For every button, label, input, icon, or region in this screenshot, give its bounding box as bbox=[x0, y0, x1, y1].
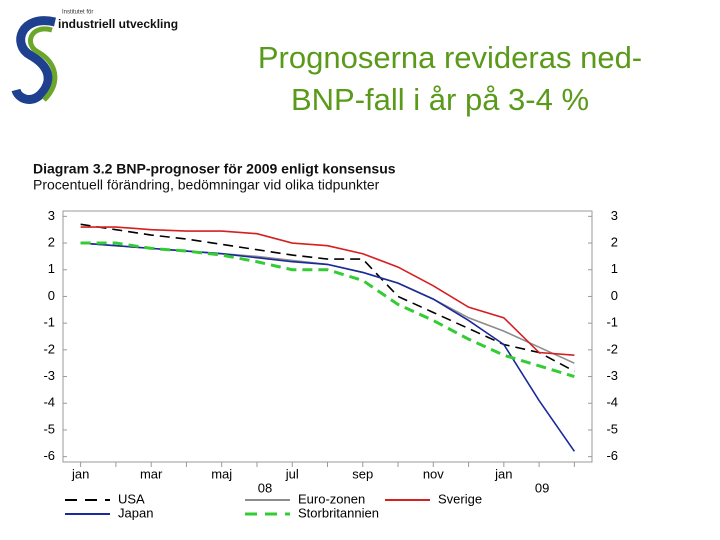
x-tick-label: mar bbox=[140, 466, 163, 481]
slide-title: Prognoserna revideras ned- bbox=[258, 40, 642, 75]
y-tick-label: 2 bbox=[48, 234, 55, 249]
x-tick-label: jan bbox=[71, 466, 89, 481]
series-line bbox=[80, 242, 575, 364]
y-tick-label: 1 bbox=[48, 261, 55, 276]
x-tick-label: nov bbox=[423, 466, 444, 481]
x-tick-label: jan bbox=[494, 466, 512, 481]
logo-text: Institutet för bbox=[62, 10, 93, 16]
y2-tick-label: 1 bbox=[611, 261, 618, 276]
chart-title: Diagram 3.2 BNP-prognoser för 2009 enlig… bbox=[33, 161, 396, 177]
series-line bbox=[80, 223, 575, 372]
plot-frame bbox=[62, 210, 593, 463]
slide-title: BNP-fall i år på 3-4 % bbox=[291, 82, 589, 117]
y2-tick-label: 3 bbox=[611, 208, 618, 223]
y-tick-label: -4 bbox=[43, 395, 55, 410]
y-tick-label: -3 bbox=[43, 368, 55, 383]
y-tick-label: -1 bbox=[43, 315, 55, 330]
logo: Institutet för industriell utveckling bbox=[11, 10, 178, 104]
y2-tick-label: -1 bbox=[606, 315, 618, 330]
logo-text: industriell utveckling bbox=[58, 17, 178, 31]
x-tick-label: sep bbox=[352, 466, 373, 481]
legend-label: Storbritannien bbox=[298, 505, 379, 520]
legend-label: Japan bbox=[118, 505, 153, 520]
y2-tick-label: 0 bbox=[611, 288, 618, 303]
series-line bbox=[80, 242, 576, 452]
year-label: 08 bbox=[258, 480, 272, 495]
y-tick-label: -5 bbox=[43, 421, 55, 436]
y-tick-label: 0 bbox=[48, 288, 55, 303]
series-line bbox=[80, 241, 575, 378]
y2-tick-label: 2 bbox=[611, 234, 618, 249]
legend-label: Sverige bbox=[438, 491, 482, 506]
chart-subtitle: Procentuell förändring, bedömningar vid … bbox=[33, 177, 380, 193]
y-tick-label: -2 bbox=[43, 341, 55, 356]
y2-tick-label: -5 bbox=[606, 421, 618, 436]
y-tick-label: 3 bbox=[48, 208, 55, 223]
legend-label: USA bbox=[118, 491, 145, 506]
year-label: 09 bbox=[535, 480, 549, 495]
y2-tick-label: -2 bbox=[606, 341, 618, 356]
logo-shape bbox=[11, 16, 56, 104]
series-line bbox=[80, 226, 575, 356]
y-tick-label: -6 bbox=[43, 448, 55, 463]
x-tick-label: jul bbox=[285, 466, 299, 481]
y2-tick-label: -3 bbox=[606, 368, 618, 383]
y2-tick-label: -4 bbox=[606, 395, 618, 410]
logo-shape bbox=[28, 26, 58, 102]
x-tick-label: maj bbox=[211, 466, 232, 481]
y2-tick-label: -6 bbox=[606, 448, 618, 463]
legend-label: Euro-zonen bbox=[298, 491, 365, 506]
